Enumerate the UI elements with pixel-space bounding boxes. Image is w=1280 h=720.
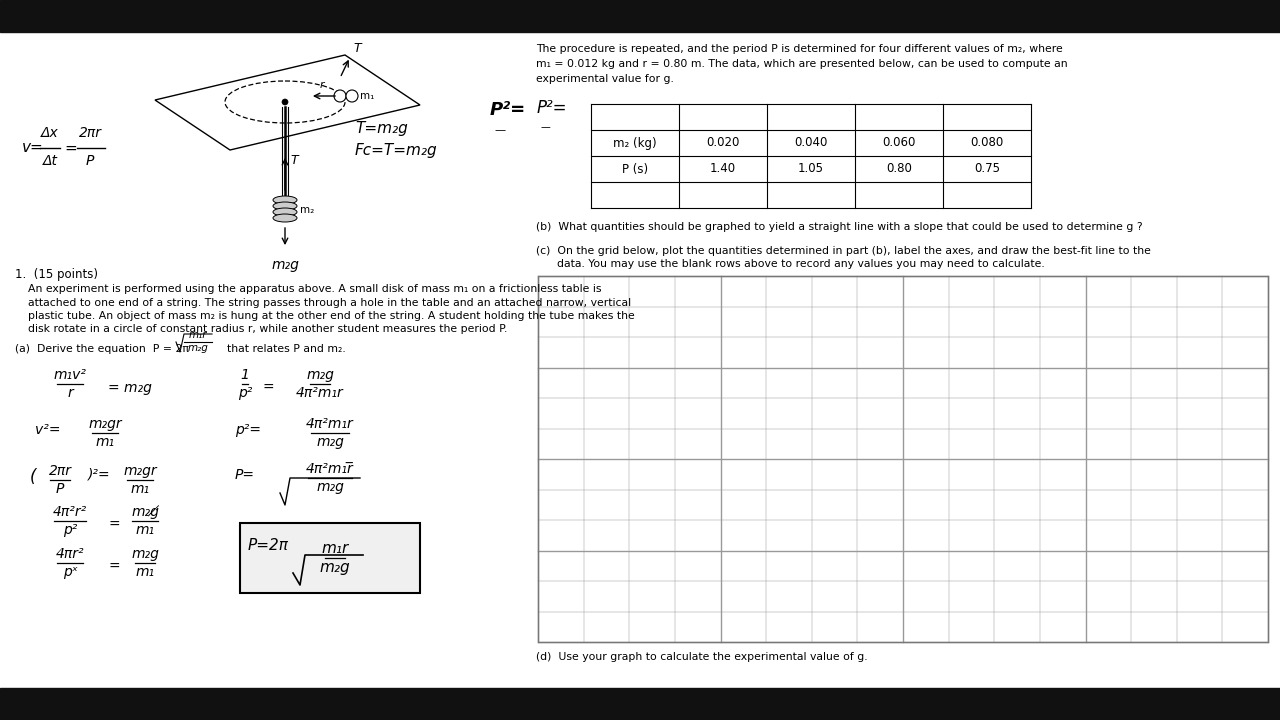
Text: m₂g: m₂g xyxy=(131,547,159,561)
Text: disk rotate in a circle of constant radius r, while another student measures the: disk rotate in a circle of constant radi… xyxy=(28,325,507,335)
Ellipse shape xyxy=(273,214,297,222)
Text: P=: P= xyxy=(236,468,255,482)
Circle shape xyxy=(334,90,346,102)
Text: P (s): P (s) xyxy=(622,163,648,176)
Text: m₂gr: m₂gr xyxy=(88,417,122,431)
Text: Δt: Δt xyxy=(42,154,58,168)
Text: m₁: m₁ xyxy=(96,435,115,449)
Text: P²=: P²= xyxy=(538,99,567,117)
Text: m₂g: m₂g xyxy=(306,368,334,382)
Text: =: = xyxy=(262,381,274,395)
Ellipse shape xyxy=(273,208,297,216)
Text: 4πr²: 4πr² xyxy=(56,547,84,561)
Text: =: = xyxy=(108,560,119,574)
Text: 0.060: 0.060 xyxy=(882,137,915,150)
Text: P: P xyxy=(56,482,64,496)
Text: =: = xyxy=(64,140,77,156)
Text: 1.40: 1.40 xyxy=(710,163,736,176)
Text: T: T xyxy=(353,42,361,55)
Text: 4π²m₁r̅: 4π²m₁r̅ xyxy=(306,462,353,476)
Text: m₂gr: m₂gr xyxy=(123,464,157,478)
Text: m₂g: m₂g xyxy=(188,343,209,353)
Text: (: ( xyxy=(29,468,37,486)
Text: data. You may use the blank rows above to record any values you may need to calc: data. You may use the blank rows above t… xyxy=(536,259,1044,269)
Text: )²=: )²= xyxy=(88,468,110,482)
Text: p²=: p²= xyxy=(236,423,261,437)
Bar xyxy=(538,276,1268,642)
Text: plastic tube. An object of mass m₂ is hung at the other end of the string. A stu: plastic tube. An object of mass m₂ is hu… xyxy=(28,311,635,321)
Text: 0.75: 0.75 xyxy=(974,163,1000,176)
Text: The procedure is repeated, and the period P is determined for four different val: The procedure is repeated, and the perio… xyxy=(536,44,1062,54)
Text: 4π²m₁r: 4π²m₁r xyxy=(306,417,353,431)
Bar xyxy=(0,688,1280,720)
Text: —: — xyxy=(494,125,506,135)
Text: —: — xyxy=(541,122,550,132)
Text: m₁: m₁ xyxy=(360,91,374,101)
Text: 1: 1 xyxy=(241,368,250,382)
Text: m₁: m₁ xyxy=(136,523,155,537)
Text: (d)  Use your graph to calculate the experimental value of g.: (d) Use your graph to calculate the expe… xyxy=(536,652,868,662)
Text: m₂ (kg): m₂ (kg) xyxy=(613,137,657,150)
Text: 0.020: 0.020 xyxy=(707,137,740,150)
Text: P=2π: P=2π xyxy=(248,538,289,553)
Text: 0.080: 0.080 xyxy=(970,137,1004,150)
Text: r: r xyxy=(320,80,324,90)
Text: m₂g: m₂g xyxy=(316,480,344,494)
Bar xyxy=(0,0,1280,32)
Text: v²=: v²= xyxy=(35,423,60,437)
Text: 4π²r²: 4π²r² xyxy=(52,505,87,519)
Text: 2πr: 2πr xyxy=(49,464,72,478)
Text: T=m₂g: T=m₂g xyxy=(355,120,408,135)
Circle shape xyxy=(282,99,288,105)
Text: (a)  Derive the equation  P = 2π: (a) Derive the equation P = 2π xyxy=(15,344,189,354)
Text: m₂: m₂ xyxy=(300,205,315,215)
Text: p²: p² xyxy=(238,386,252,400)
Text: m₁: m₁ xyxy=(136,565,155,579)
Text: m₁r: m₁r xyxy=(321,541,348,556)
Text: m₁r: m₁r xyxy=(188,330,207,340)
Text: experimental value for g.: experimental value for g. xyxy=(536,74,673,84)
Text: m₁ = 0.012 kg and r = 0.80 m. The data, which are presented below, can be used t: m₁ = 0.012 kg and r = 0.80 m. The data, … xyxy=(536,59,1068,69)
Text: 1.  (15 points): 1. (15 points) xyxy=(15,268,99,281)
Text: m₂g: m₂g xyxy=(316,435,344,449)
Text: attached to one end of a string. The string passes through a hole in the table a: attached to one end of a string. The str… xyxy=(28,297,631,307)
Bar xyxy=(241,523,420,593)
Text: (c)  On the grid below, plot the quantities determined in part (b), label the ax: (c) On the grid below, plot the quantiti… xyxy=(536,246,1151,256)
Text: v=: v= xyxy=(22,140,44,156)
Text: 0.040: 0.040 xyxy=(795,137,828,150)
Text: P²=: P²= xyxy=(490,101,526,119)
Text: m₂g: m₂g xyxy=(271,258,300,272)
Text: r: r xyxy=(67,386,73,400)
Text: 2πr: 2πr xyxy=(78,126,101,140)
Text: =: = xyxy=(108,518,119,532)
Text: Δx: Δx xyxy=(41,126,59,140)
Text: m₁: m₁ xyxy=(131,482,150,496)
Text: that relates P and m₂.: that relates P and m₂. xyxy=(220,344,346,354)
Text: pˣ: pˣ xyxy=(63,565,77,579)
Text: (b)  What quantities should be graphed to yield a straight line with a slope tha: (b) What quantities should be graphed to… xyxy=(536,222,1143,232)
Ellipse shape xyxy=(273,196,297,204)
Text: 4π²m₁r: 4π²m₁r xyxy=(296,386,344,400)
Text: An experiment is performed using the apparatus above. A small disk of mass m₁ on: An experiment is performed using the app… xyxy=(28,284,602,294)
Text: 0.80: 0.80 xyxy=(886,163,911,176)
Text: 1.05: 1.05 xyxy=(797,163,824,176)
Text: m₂g: m₂g xyxy=(320,560,351,575)
Ellipse shape xyxy=(273,202,297,210)
Text: m₁v²: m₁v² xyxy=(54,368,87,382)
Text: = m₂g: = m₂g xyxy=(108,381,152,395)
Text: Fc=T=m₂g: Fc=T=m₂g xyxy=(355,143,438,158)
Text: m₂g̸: m₂g̸ xyxy=(131,505,159,519)
Circle shape xyxy=(346,90,358,102)
Text: p²: p² xyxy=(63,523,77,537)
Text: T: T xyxy=(291,153,298,166)
Text: P: P xyxy=(86,154,95,168)
